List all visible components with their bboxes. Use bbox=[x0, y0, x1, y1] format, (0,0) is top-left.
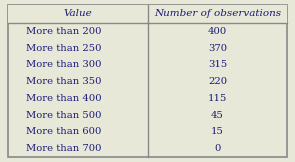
Text: More than 400: More than 400 bbox=[26, 94, 101, 103]
Text: More than 500: More than 500 bbox=[26, 111, 101, 120]
Text: More than 600: More than 600 bbox=[26, 127, 101, 136]
Text: 370: 370 bbox=[208, 44, 227, 53]
Text: 0: 0 bbox=[214, 144, 221, 153]
Text: More than 350: More than 350 bbox=[26, 77, 101, 86]
Text: More than 300: More than 300 bbox=[26, 60, 101, 69]
Text: 315: 315 bbox=[208, 60, 227, 69]
Bar bbox=[8, 5, 287, 23]
Text: More than 250: More than 250 bbox=[26, 44, 101, 53]
Text: Value: Value bbox=[64, 10, 92, 18]
Text: 400: 400 bbox=[208, 27, 227, 36]
Text: 115: 115 bbox=[208, 94, 227, 103]
Text: 220: 220 bbox=[208, 77, 227, 86]
Text: Number of observations: Number of observations bbox=[154, 10, 281, 18]
Text: 15: 15 bbox=[211, 127, 224, 136]
Text: More than 700: More than 700 bbox=[26, 144, 101, 153]
Text: 45: 45 bbox=[211, 111, 224, 120]
Text: More than 200: More than 200 bbox=[26, 27, 101, 36]
